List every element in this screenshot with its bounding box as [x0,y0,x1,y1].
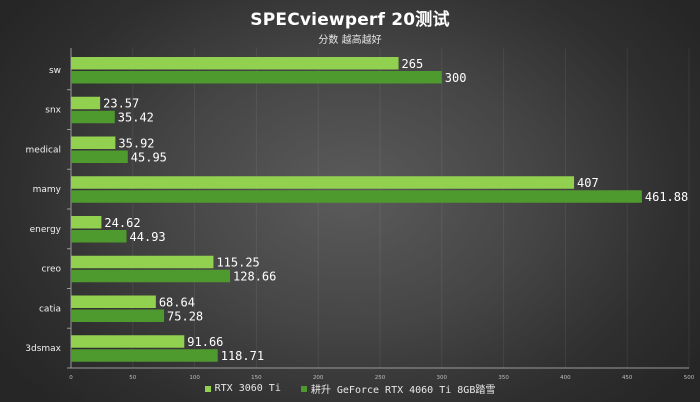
chart-subtitle: 分数 越高越好 [318,35,382,46]
bar-3dsmax-series-1 [71,335,185,348]
data-label: 68.64 [159,295,195,309]
bar-snx-series-2 [71,110,115,124]
bar-catia-series-2 [71,309,165,322]
category-label: catia [39,304,61,314]
data-label: 45.95 [131,150,167,164]
bar-sw-series-1 [71,57,399,70]
x-tick-label: 500 [684,375,695,381]
legend-swatch-series-1 [204,385,211,392]
data-label: 300 [445,71,467,85]
data-label: 35.92 [118,136,154,150]
data-label: 118.71 [221,349,264,363]
category-label: sw [49,66,61,76]
bar-energy-series-2 [71,230,127,243]
data-label: 75.28 [167,309,203,323]
category-label: creo [42,265,62,275]
bar-creo-series-2 [71,269,231,283]
category-label: 3dsmax [25,344,61,354]
category-label: energy [30,225,62,235]
bar-sw-series-2 [71,71,442,84]
x-tick-label: 50 [129,375,136,381]
bar-medical-series-1 [71,136,116,149]
bar-creo-series-1 [71,255,214,269]
x-tick-label: 450 [622,375,633,381]
x-tick-label: 0 [69,375,73,381]
data-label: 23.57 [103,97,139,111]
data-label: 24.62 [104,216,140,230]
category-label: mamy [33,185,62,195]
legend-item-series-1: RTX 3060 Ti [204,383,281,394]
data-label: 91.66 [187,335,223,349]
bar-medical-series-2 [71,150,128,163]
data-label: 35.42 [118,111,154,125]
data-label: 407 [577,176,599,190]
x-tick-label: 300 [437,375,448,381]
legend-swatch-series-2 [300,385,307,392]
data-label: 115.25 [216,256,259,270]
legend-label-series-1: RTX 3060 Ti [214,383,281,394]
bar-catia-series-1 [71,295,156,308]
bar-snx-series-1 [71,96,101,110]
x-tick-label: 150 [251,375,262,381]
x-tick-label: 100 [189,375,200,381]
bar-energy-series-1 [71,216,102,229]
legend-label-series-2: 耕升 GeForce RTX 4060 Ti 8GB踏雪 [310,385,496,396]
chart-title: SPECviewperf 20测试 [250,10,450,30]
x-tick-label: 200 [313,375,324,381]
x-tick-label: 350 [498,375,509,381]
x-tick-label: 250 [375,375,386,381]
bar-mamy-series-1 [71,176,575,189]
data-label: 44.93 [130,230,166,244]
x-tick-label: 400 [560,375,571,381]
category-label: snx [45,106,61,116]
chart-legend: RTX 3060 Ti 耕升 GeForce RTX 4060 Ti 8GB踏雪 [0,381,700,396]
legend-item-series-2: 耕升 GeForce RTX 4060 Ti 8GB踏雪 [300,381,496,396]
data-label: 128.66 [233,270,276,284]
data-label: 265 [402,57,424,71]
data-label: 461.88 [645,190,688,204]
bar-mamy-series-2 [71,190,642,203]
category-label: medical [26,145,61,155]
bar-3dsmax-series-2 [71,349,218,362]
